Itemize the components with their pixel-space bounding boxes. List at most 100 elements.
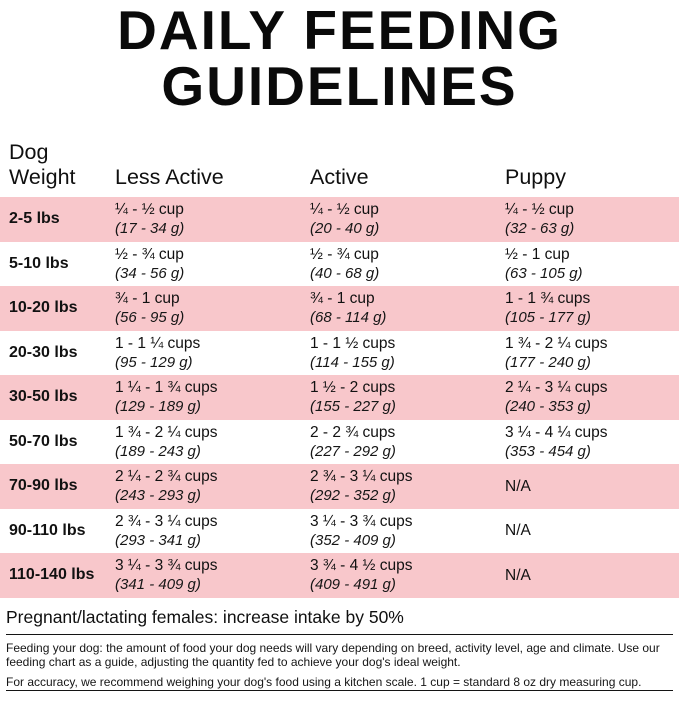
gram-range: (20 - 40 g) — [310, 220, 380, 238]
column-header-dog-weight-line1: Dog — [9, 140, 49, 164]
cup-amount: 2 - 2 ¾ cups — [310, 423, 396, 441]
less-active-cell: ½ - ¾ cup (34 - 56 g) — [115, 245, 310, 283]
cup-amount: 1 ¾ - 2 ¼ cups — [505, 334, 608, 352]
cup-amount: ¾ - 1 cup — [310, 290, 375, 308]
gram-range: (293 - 341 g) — [115, 531, 201, 549]
weight-cell: 30-50 lbs — [9, 388, 78, 406]
weight-cell: 70-90 lbs — [9, 477, 78, 495]
puppy-cell: ¼ - ½ cup (32 - 63 g) — [505, 200, 679, 238]
cup-amount: 1 ¼ - 1 ¾ cups — [115, 379, 218, 397]
cup-amount: ¼ - ½ cup — [115, 201, 184, 219]
weight-cell: 20-30 lbs — [9, 343, 78, 361]
less-active-cell: 3 ¼ - 3 ¾ cups (341 - 409 g) — [115, 556, 310, 594]
active-cell: ½ - ¾ cup (40 - 68 g) — [310, 245, 505, 283]
active-cell: 1 ½ - 2 cups (155 - 227 g) — [310, 378, 505, 416]
page-title-line1: DAILY FEEDING — [117, 0, 562, 61]
gram-range: (292 - 352 g) — [310, 487, 396, 505]
cup-amount: 3 ¼ - 3 ¾ cups — [115, 557, 218, 575]
cup-amount: ¼ - ½ cup — [310, 201, 379, 219]
less-active-cell: 1 ¼ - 1 ¾ cups (129 - 189 g) — [115, 378, 310, 416]
cup-amount: 1 - 1 ½ cups — [310, 334, 396, 352]
less-active-cell: ¾ - 1 cup (56 - 95 g) — [115, 289, 310, 327]
gram-range: (68 - 114 g) — [310, 309, 387, 327]
less-active-cell: ¼ - ½ cup (17 - 34 g) — [115, 200, 310, 238]
cup-amount: ¼ - ½ cup — [505, 201, 574, 219]
gram-range: (353 - 454 g) — [505, 442, 591, 460]
page-title-line2: GUIDELINES — [161, 55, 518, 117]
cup-amount: 3 ¾ - 4 ½ cups — [310, 557, 413, 575]
gram-range: (243 - 293 g) — [115, 487, 201, 505]
puppy-cell: N/A — [505, 521, 679, 540]
less-active-cell: 2 ¼ - 2 ¾ cups (243 - 293 g) — [115, 467, 310, 505]
gram-range: (155 - 227 g) — [310, 398, 396, 416]
active-cell: 2 ¾ - 3 ¼ cups (292 - 352 g) — [310, 467, 505, 505]
gram-range: (95 - 129 g) — [115, 353, 193, 371]
active-cell: ¾ - 1 cup (68 - 114 g) — [310, 289, 505, 327]
active-cell: 1 - 1 ½ cups (114 - 155 g) — [310, 334, 505, 372]
cup-amount: 2 ¼ - 3 ¼ cups — [505, 379, 608, 397]
cup-amount: ½ - 1 cup — [505, 245, 570, 263]
feeding-disclaimer-text: Feeding your dog: the amount of food you… — [6, 640, 660, 669]
gram-range: (34 - 56 g) — [115, 264, 185, 282]
active-cell: 3 ¼ - 3 ¾ cups (352 - 409 g) — [310, 512, 505, 550]
less-active-cell: 1 ¾ - 2 ¼ cups (189 - 243 g) — [115, 423, 310, 461]
cup-amount: 3 ¼ - 3 ¾ cups — [310, 512, 413, 530]
table-row: 2-5 lbs ¼ - ½ cup (17 - 34 g) ¼ - ½ cup … — [0, 197, 679, 242]
gram-range: (114 - 155 g) — [310, 353, 395, 371]
gram-range: (352 - 409 g) — [310, 531, 396, 549]
gram-range: (105 - 177 g) — [505, 309, 591, 327]
cup-amount: 1 ¾ - 2 ¼ cups — [115, 423, 218, 441]
puppy-cell: N/A — [505, 477, 679, 496]
gram-range: (189 - 243 g) — [115, 442, 201, 460]
weight-cell: 5-10 lbs — [9, 254, 69, 272]
table-row: 10-20 lbs ¾ - 1 cup (56 - 95 g) ¾ - 1 cu… — [0, 286, 679, 331]
table-row: 50-70 lbs 1 ¾ - 2 ¼ cups (189 - 243 g) 2… — [0, 420, 679, 465]
cup-amount: ¾ - 1 cup — [115, 290, 180, 308]
divider — [6, 689, 673, 691]
cup-amount: ½ - ¾ cup — [115, 245, 184, 263]
page-title: DAILY FEEDING GUIDELINES — [0, 0, 679, 114]
active-cell: ¼ - ½ cup (20 - 40 g) — [310, 200, 505, 238]
gram-range: (17 - 34 g) — [115, 220, 185, 238]
cup-amount: 1 - 1 ¼ cups — [115, 334, 201, 352]
puppy-cell: 1 - 1 ¾ cups (105 - 177 g) — [505, 289, 679, 327]
table-row: 5-10 lbs ½ - ¾ cup (34 - 56 g) ½ - ¾ cup… — [0, 242, 679, 287]
gram-range: (32 - 63 g) — [505, 220, 575, 238]
table-header-row: Dog Weight Less Active Active Puppy — [0, 140, 679, 190]
cup-amount: 2 ¾ - 3 ¼ cups — [115, 512, 218, 530]
table-row: 110-140 lbs 3 ¼ - 3 ¾ cups (341 - 409 g)… — [0, 553, 679, 598]
table-row: 90-110 lbs 2 ¾ - 3 ¼ cups (293 - 341 g) … — [0, 509, 679, 554]
gram-range: (409 - 491 g) — [310, 576, 396, 594]
active-cell: 2 - 2 ¾ cups (227 - 292 g) — [310, 423, 505, 461]
less-active-cell: 1 - 1 ¼ cups (95 - 129 g) — [115, 334, 310, 372]
cup-amount: 2 ¼ - 2 ¾ cups — [115, 468, 218, 486]
cup-amount: ½ - ¾ cup — [310, 245, 379, 263]
feeding-table-body: 2-5 lbs ¼ - ½ cup (17 - 34 g) ¼ - ½ cup … — [0, 197, 679, 598]
table-row: 30-50 lbs 1 ¼ - 1 ¾ cups (129 - 189 g) 1… — [0, 375, 679, 420]
weight-cell: 110-140 lbs — [9, 566, 95, 584]
cup-amount: 2 ¾ - 3 ¼ cups — [310, 468, 413, 486]
cup-amount: N/A — [505, 522, 531, 540]
gram-range: (341 - 409 g) — [115, 576, 201, 594]
column-header-active: Active — [310, 165, 369, 189]
gram-range: (63 - 105 g) — [505, 264, 583, 282]
puppy-cell: N/A — [505, 566, 679, 585]
weight-cell: 10-20 lbs — [9, 299, 78, 317]
cup-amount: 3 ¼ - 4 ¼ cups — [505, 423, 608, 441]
gram-range: (40 - 68 g) — [310, 264, 380, 282]
cup-amount: N/A — [505, 477, 531, 495]
column-header-less-active: Less Active — [115, 165, 224, 189]
gram-range: (240 - 353 g) — [505, 398, 591, 416]
weight-cell: 90-110 lbs — [9, 521, 86, 539]
weight-cell: 50-70 lbs — [9, 432, 78, 450]
active-cell: 3 ¾ - 4 ½ cups (409 - 491 g) — [310, 556, 505, 594]
weight-cell: 2-5 lbs — [9, 210, 60, 228]
gram-range: (227 - 292 g) — [310, 442, 396, 460]
pregnant-lactating-note: Pregnant/lactating females: increase int… — [6, 606, 404, 627]
gram-range: (177 - 240 g) — [505, 353, 591, 371]
table-row: 70-90 lbs 2 ¼ - 2 ¾ cups (243 - 293 g) 2… — [0, 464, 679, 509]
table-row: 20-30 lbs 1 - 1 ¼ cups (95 - 129 g) 1 - … — [0, 331, 679, 376]
gram-range: (129 - 189 g) — [115, 398, 201, 416]
puppy-cell: 3 ¼ - 4 ¼ cups (353 - 454 g) — [505, 423, 679, 461]
